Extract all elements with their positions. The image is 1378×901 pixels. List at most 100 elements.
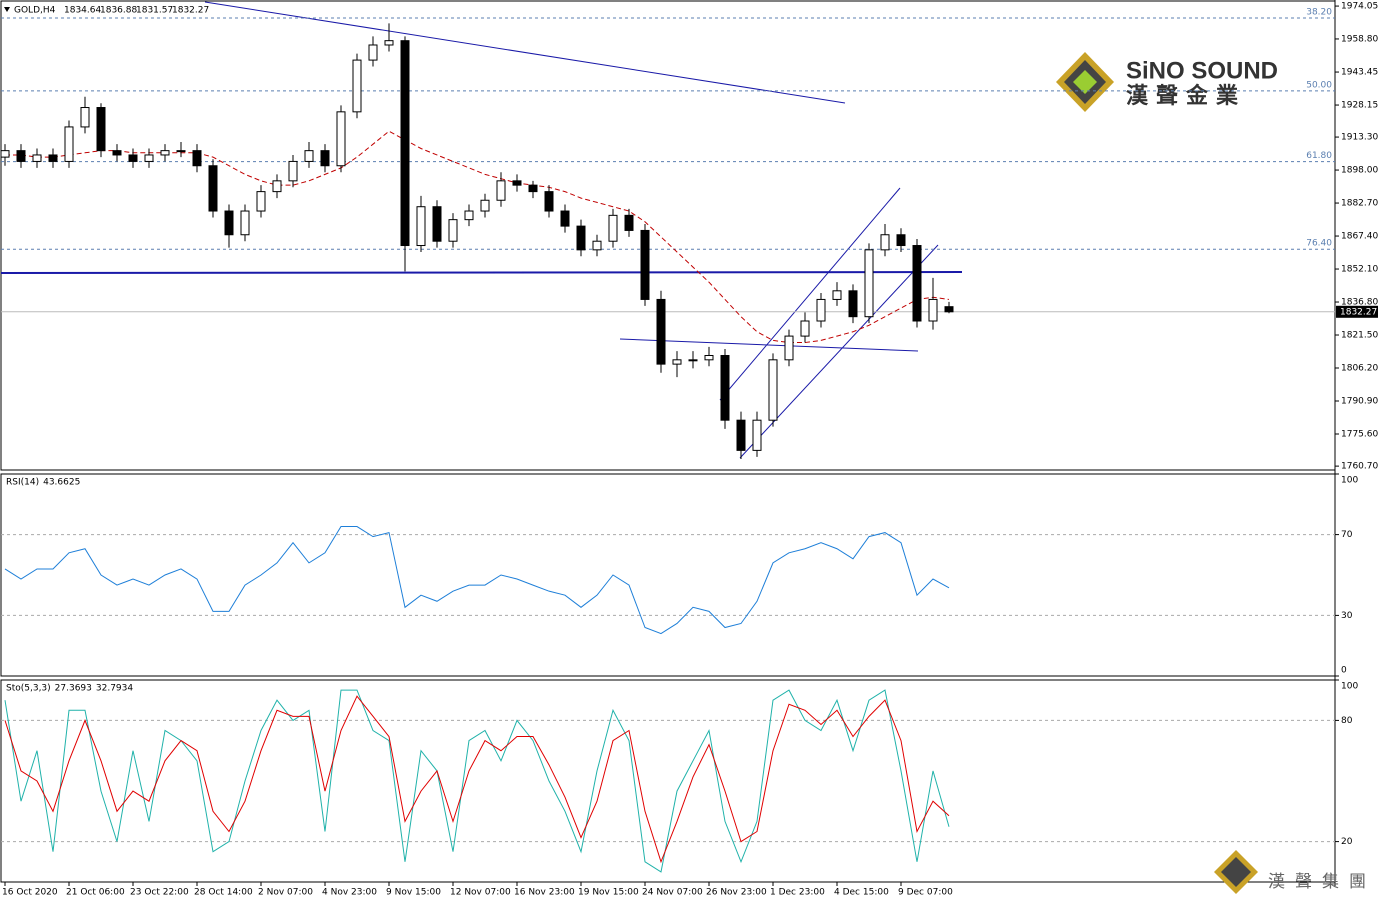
sto-panel [0,679,1336,883]
candle-body [848,290,858,318]
y-tick-label: 1943.45 [1341,68,1378,78]
candle-body [384,40,394,46]
candle-body [128,154,138,162]
indicator-title: Sto(5,3,3) [6,684,51,694]
candle-body [64,126,74,162]
candle-body [416,206,426,247]
candle-body [256,191,266,212]
price-label: 1832.27 [1340,307,1377,317]
candle-body [368,44,378,61]
y-tick-label: 80 [1341,716,1353,726]
candle-body [592,240,602,251]
candle-body [304,150,314,162]
candle-body [48,154,58,162]
symbol: GOLD,H4 [14,6,56,16]
candle-body [896,234,906,247]
x-tick-label: 16 Oct 2020 [2,888,58,898]
moving-average [5,130,950,344]
candle-body [704,354,714,361]
candle-body [576,225,586,251]
x-tick-label: 4 Dec 15:00 [834,888,889,898]
candle-body [912,245,922,322]
x-tick-label: 9 Dec 07:00 [898,888,953,898]
candle-body [752,419,762,451]
candle-body [544,191,554,212]
x-tick-label: 21 Oct 06:00 [66,888,125,898]
menu-arrow [4,7,10,12]
candle-body [192,150,202,167]
candle-body [816,298,826,322]
y-tick-label: 1821.50 [1341,331,1378,341]
trend-line [204,1,846,104]
y-tick-label: 100 [1341,682,1358,692]
candle-body [512,180,522,186]
candle-body [736,419,746,451]
x-tick-label: 23 Oct 22:00 [130,888,189,898]
logo [1073,70,1097,94]
ohlc-close: 1832.27 [172,6,209,16]
candle-body [160,150,170,156]
fib-label: 61.80 [1306,151,1332,161]
x-tick-label: 12 Nov 07:00 [450,888,511,898]
candle-body [320,150,330,167]
candle-body [688,359,698,362]
indicator-line [4,526,950,635]
candle-body [272,180,282,193]
y-tick-label: 1867.40 [1341,232,1378,242]
candle-body [624,214,634,231]
trend-line [619,338,919,352]
logo [1221,857,1251,887]
candle-body [96,107,106,152]
x-tick-label: 28 Oct 14:00 [194,888,253,898]
fib-label: 38.20 [1306,8,1332,18]
candle-body [672,359,682,365]
candle-body [800,320,810,337]
candle-body [176,150,186,153]
drawings [0,1,963,459]
candle-body [608,214,618,242]
candle-body [768,359,778,421]
candle-body [784,335,794,361]
support-line [0,271,963,274]
y-tick-label: 1760.70 [1341,462,1378,472]
candle-body [640,229,650,300]
y-tick-label: 20 [1341,837,1353,847]
y-tick-label: 1852.10 [1341,265,1378,275]
y-tick-label: 1928.15 [1341,101,1378,111]
candle-body [16,150,26,162]
candle-body [0,150,10,158]
price-box [1336,305,1378,318]
x-tick-label: 16 Nov 23:00 [514,888,575,898]
candle-body [448,219,458,242]
indicator-title: RSI(14) [6,478,39,488]
channel-line [719,187,901,401]
ohlc-low: 1831.57 [136,6,173,16]
indicator-line [4,689,950,873]
candle-body [928,298,938,322]
x-tick-label: 9 Nov 15:00 [386,888,441,898]
candle-body [560,210,570,227]
x-tick-label: 4 Nov 23:00 [322,888,377,898]
channel-line [739,244,939,459]
x-tick-label: 2 Nov 07:00 [258,888,313,898]
y-tick-label: 1974.05 [1341,2,1378,12]
candle-body [80,107,90,128]
y-tick-label: 1958.80 [1341,34,1378,44]
y-tick-label: 1806.20 [1341,364,1378,374]
y-tick-label: 1775.60 [1341,429,1378,439]
indicator-value: 27.3693 [55,684,92,694]
candle-body [240,210,250,236]
candle-body [144,154,154,162]
candle-body [432,206,442,242]
y-tick-label: 1836.80 [1341,298,1378,308]
y-tick-label: 100 [1341,476,1358,486]
candle-body [496,180,506,201]
candle-body [528,184,538,193]
candle-body [880,234,890,251]
group-cn: 漢聲集團 [1268,872,1376,892]
x-tick-label: 1 Dec 23:00 [770,888,825,898]
y-tick-label: 0 [1341,666,1347,676]
ohlc-open: 1834.64 [64,6,101,16]
y-tick-label: 1913.30 [1341,133,1378,143]
